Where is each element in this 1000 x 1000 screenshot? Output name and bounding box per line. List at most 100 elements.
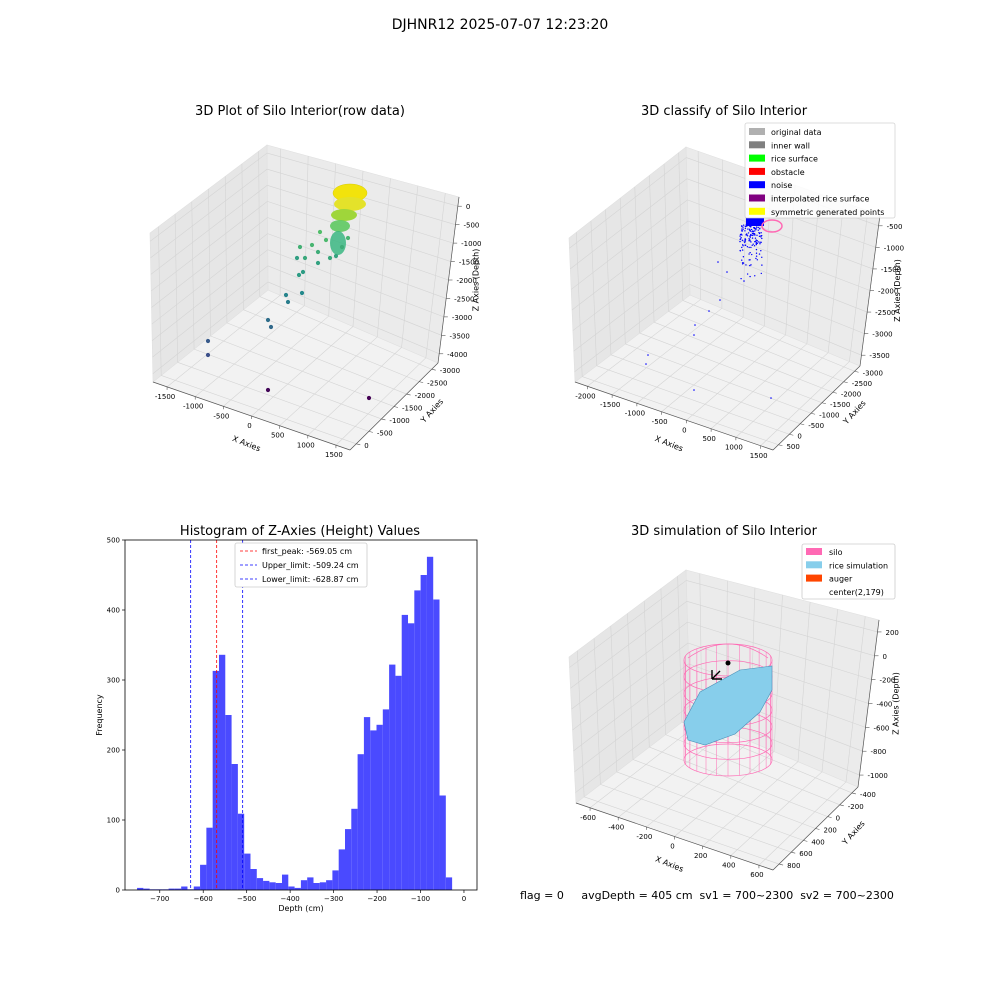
legend-label: symmetric generated points: [771, 208, 884, 217]
noise-point: [751, 244, 753, 246]
histogram-bar: [288, 886, 295, 890]
noise-point: [744, 225, 747, 228]
z-tick-label: -3000: [452, 314, 472, 322]
x-tick-label: 1500: [325, 451, 343, 459]
histogram-bar: [338, 849, 345, 890]
grid-line: [682, 300, 855, 372]
noise-point: [752, 232, 755, 235]
grid-line: [574, 684, 690, 772]
grid-line: [266, 152, 458, 207]
plot-title-classify: 3D classify of Silo Interior: [640, 104, 808, 119]
histogram-bar: [193, 886, 201, 890]
grid-line: [616, 771, 804, 841]
cluster-tail: [330, 231, 346, 255]
x-tick-label: -400: [608, 823, 624, 831]
x-tick-label: 1500: [750, 452, 768, 460]
grid-line: [570, 199, 688, 290]
y-tick-label: 500: [786, 443, 799, 451]
legend-label: Lower_limit: -628.87 cm: [262, 575, 359, 584]
noise-point: [739, 240, 741, 243]
histogram-bar: [269, 882, 276, 890]
data-point: [309, 242, 315, 248]
cluster-lower: [330, 220, 350, 232]
y-tick: [827, 816, 832, 818]
z-tick-label: -400: [877, 701, 893, 709]
grid-line: [687, 199, 873, 270]
noise-point: [756, 234, 758, 236]
noise-point: [742, 245, 744, 247]
histogram-bar: [137, 887, 144, 890]
grid-line: [649, 746, 828, 817]
noise-point: [750, 241, 752, 243]
grid-line: [574, 284, 690, 372]
z-tick-label: -500: [887, 223, 903, 231]
legend-label: inner wall: [771, 141, 810, 150]
legend-label: center(2,179): [829, 588, 884, 597]
grid-line: [668, 311, 844, 383]
grid-line: [150, 201, 268, 292]
noise-point: [742, 226, 744, 228]
grid-line: [267, 201, 451, 262]
noise-points: [645, 224, 772, 399]
grid-line: [267, 249, 444, 318]
histogram-bar: [206, 827, 213, 890]
noise-point: [717, 261, 719, 263]
grid-line: [573, 263, 690, 352]
x-axis-label: Depth (cm): [278, 904, 323, 913]
noise-point: [693, 389, 695, 391]
legend-label: rice surface: [771, 155, 818, 164]
legend-swatch: [806, 574, 822, 582]
noise-point: [741, 259, 743, 261]
grid-line: [267, 281, 440, 355]
noise-point: [744, 240, 747, 242]
noise-point: [755, 243, 758, 246]
x-tick-label: 1000: [297, 441, 315, 449]
y-tick: [803, 840, 808, 842]
grid-line: [735, 352, 829, 438]
z-tick-label: -3500: [450, 332, 470, 340]
panel-simulation: -600-400-20002004006008006004002000-200-…: [568, 543, 901, 879]
grid-line: [151, 233, 268, 325]
z-tick-label: -2500: [454, 295, 474, 303]
legend-swatch: [749, 141, 765, 149]
y-tick-label: 300: [107, 677, 120, 685]
grid-line: [625, 343, 812, 414]
z-tick-label: -1000: [868, 772, 888, 780]
y-tick: [791, 851, 796, 854]
z-tick-label: -3500: [869, 352, 889, 360]
grid-line: [665, 734, 840, 806]
surface-ring: [761, 219, 783, 233]
x-tick-label: 0: [462, 895, 466, 903]
legend-label: Upper_limit: -509.24 cm: [262, 561, 359, 570]
noise-point: [758, 235, 761, 238]
grid-line: [210, 335, 395, 407]
grid-line: [243, 309, 420, 382]
grid-line: [687, 642, 869, 704]
noise-point: [752, 243, 754, 245]
y-tick-label: -500: [808, 422, 824, 430]
y-tick-label: -1500: [402, 405, 422, 413]
grid-line: [152, 281, 269, 374]
noise-point: [739, 238, 742, 240]
noise-point: [746, 233, 748, 235]
noise-point: [743, 240, 745, 242]
y-tick: [381, 418, 386, 421]
x-tick-label: 500: [702, 435, 715, 443]
histogram-bar: [363, 717, 371, 890]
left-pane: [568, 569, 691, 804]
grid-line: [688, 663, 866, 728]
z-tick-label: -500: [464, 222, 480, 230]
noise-point: [744, 230, 746, 232]
z-axis-label: Z Axies (Depth): [892, 672, 901, 735]
histogram-bar: [414, 590, 421, 890]
grid-line: [150, 185, 268, 275]
grid-line: [161, 375, 357, 445]
noise-point: [746, 246, 749, 248]
histogram-bar: [319, 882, 327, 890]
histogram-bar: [256, 878, 264, 890]
grid-line: [193, 348, 382, 420]
noise-point: [748, 259, 750, 261]
y-tick-label: -500: [377, 429, 393, 437]
y-tick-label: -2500: [427, 380, 447, 388]
z-tick-label: -3000: [872, 331, 892, 339]
